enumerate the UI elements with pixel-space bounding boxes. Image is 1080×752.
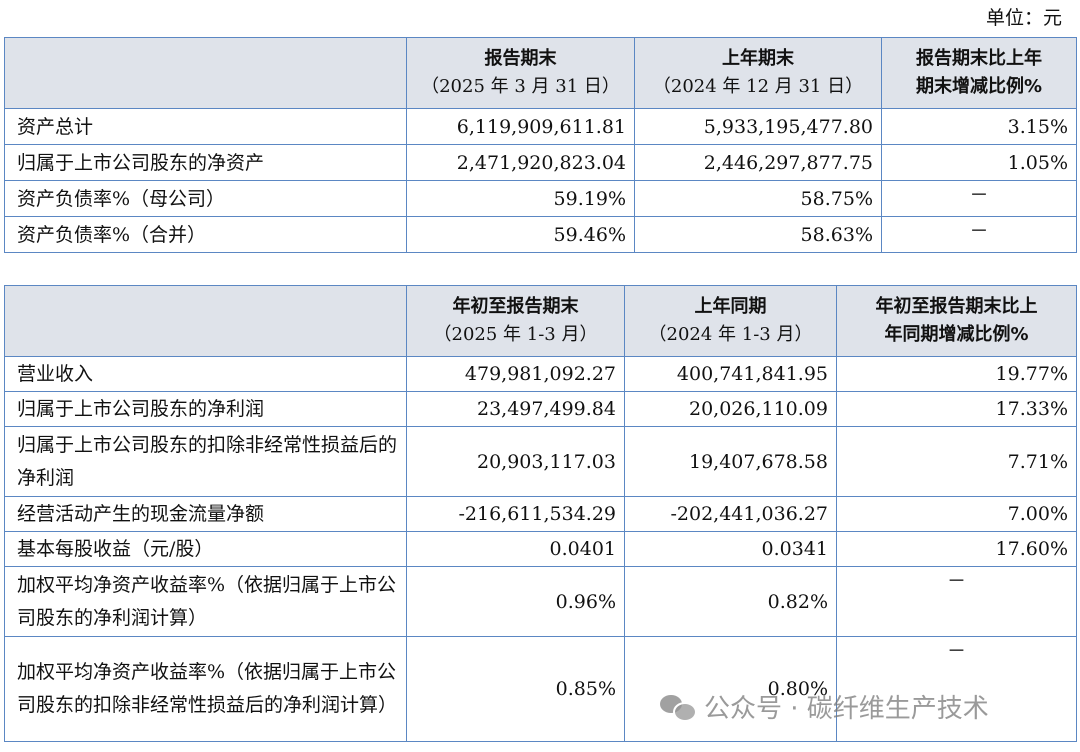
header-change: 报告期末比上年 期末增减比例% xyxy=(881,37,1077,109)
header-current-period: 报告期末 （2025 年 3 月 31 日） xyxy=(406,37,635,109)
change-value: 7.71% xyxy=(836,426,1077,497)
change-value: 1.05% xyxy=(881,144,1077,181)
current-value: 6,119,909,611.81 xyxy=(406,108,635,145)
change-value: 3.15% xyxy=(881,108,1077,145)
row-label: 营业收入 xyxy=(4,356,407,392)
previous-value: 20,026,110.09 xyxy=(624,391,837,427)
table-header-row: 年初至报告期末 （2025 年 1-3 月） 上年同期 （2024 年 1-3 … xyxy=(4,285,1077,357)
table-row: 资产负债率%（母公司） 59.19% 58.75% － xyxy=(4,180,1077,217)
row-label: 加权平均净资产收益率%（依据归属于上市公司股东的净利润计算） xyxy=(4,566,407,637)
table-row: 经营活动产生的现金流量净额 -216,611,534.29 -202,441,0… xyxy=(4,496,1077,532)
header-blank xyxy=(4,37,407,109)
unit-label: 单位：元 xyxy=(985,7,1062,29)
table-row: 资产总计 6,119,909,611.81 5,933,195,477.80 3… xyxy=(4,108,1077,145)
table-row: 归属于上市公司股东的净利润 23,497,499.84 20,026,110.0… xyxy=(4,391,1077,427)
header-current-period: 年初至报告期末 （2025 年 1-3 月） xyxy=(406,285,625,357)
row-label: 资产负债率%（母公司） xyxy=(4,180,407,217)
table-row: 资产负债率%（合并） 59.46% 58.63% － xyxy=(4,216,1077,253)
header-previous-period: 上年期末 （2024 年 12 月 31 日） xyxy=(634,37,882,109)
current-value: 479,981,092.27 xyxy=(406,356,625,392)
change-value: 7.00% xyxy=(836,496,1077,532)
previous-value: -202,441,036.27 xyxy=(624,496,837,532)
current-value: -216,611,534.29 xyxy=(406,496,625,532)
previous-value: 58.63% xyxy=(634,216,882,253)
table-row: 加权平均净资产收益率%（依据归属于上市公司股东的净利润计算） 0.96% 0.8… xyxy=(4,566,1077,637)
current-value: 0.96% xyxy=(406,566,625,637)
row-label: 资产总计 xyxy=(4,108,407,145)
previous-value: 2,446,297,877.75 xyxy=(634,144,882,181)
change-value: 17.60% xyxy=(836,531,1077,567)
change-value: 19.77% xyxy=(836,356,1077,392)
row-label: 加权平均净资产收益率%（依据归属于上市公司股东的扣除非经常性损益后的净利润计算） xyxy=(4,636,407,742)
change-value: － xyxy=(881,180,1077,217)
table-row: 基本每股收益（元/股） 0.0401 0.0341 17.60% xyxy=(4,531,1077,567)
current-value: 23,497,499.84 xyxy=(406,391,625,427)
previous-value: 58.75% xyxy=(634,180,882,217)
income-table: 年初至报告期末 （2025 年 1-3 月） 上年同期 （2024 年 1-3 … xyxy=(4,285,1077,742)
previous-value: 19,407,678.58 xyxy=(624,426,837,497)
row-label: 归属于上市公司股东的扣除非经常性损益后的净利润 xyxy=(4,426,407,497)
header-change: 年初至报告期末比上 年同期增减比例% xyxy=(836,285,1077,357)
row-label: 资产负债率%（合并） xyxy=(4,216,407,253)
previous-value: 0.82% xyxy=(624,566,837,637)
watermark-text: 公众号 · 碳纤维生产技术 xyxy=(704,694,989,724)
table-row: 营业收入 479,981,092.27 400,741,841.95 19.77… xyxy=(4,356,1077,392)
row-label: 归属于上市公司股东的净利润 xyxy=(4,391,407,427)
change-value: － xyxy=(881,216,1077,253)
wechat-icon xyxy=(660,693,697,722)
row-label: 归属于上市公司股东的净资产 xyxy=(4,144,407,181)
previous-value: 0.0341 xyxy=(624,531,837,567)
table-row: 归属于上市公司股东的扣除非经常性损益后的净利润 20,903,117.03 19… xyxy=(4,426,1077,497)
table-row: 归属于上市公司股东的净资产 2,471,920,823.04 2,446,297… xyxy=(4,144,1077,181)
change-value: － xyxy=(836,566,1077,637)
current-value: 59.19% xyxy=(406,180,635,217)
current-value: 0.0401 xyxy=(406,531,625,567)
row-label: 经营活动产生的现金流量净额 xyxy=(4,496,407,532)
previous-value: 0.80% xyxy=(624,636,837,742)
watermark: 公众号 · 碳纤维生产技术 xyxy=(660,688,989,725)
balance-sheet-table: 报告期末 （2025 年 3 月 31 日） 上年期末 （2024 年 12 月… xyxy=(4,37,1077,253)
previous-value: 5,933,195,477.80 xyxy=(634,108,882,145)
current-value: 20,903,117.03 xyxy=(406,426,625,497)
change-value: － xyxy=(836,636,1077,742)
current-value: 0.85% xyxy=(406,636,625,742)
table-row: 加权平均净资产收益率%（依据归属于上市公司股东的扣除非经常性损益后的净利润计算）… xyxy=(4,636,1077,742)
previous-value: 400,741,841.95 xyxy=(624,356,837,392)
change-value: 17.33% xyxy=(836,391,1077,427)
table-header-row: 报告期末 （2025 年 3 月 31 日） 上年期末 （2024 年 12 月… xyxy=(4,37,1077,109)
current-value: 2,471,920,823.04 xyxy=(406,144,635,181)
row-label: 基本每股收益（元/股） xyxy=(4,531,407,567)
header-previous-period: 上年同期 （2024 年 1-3 月） xyxy=(624,285,837,357)
header-blank xyxy=(4,285,407,357)
current-value: 59.46% xyxy=(406,216,635,253)
